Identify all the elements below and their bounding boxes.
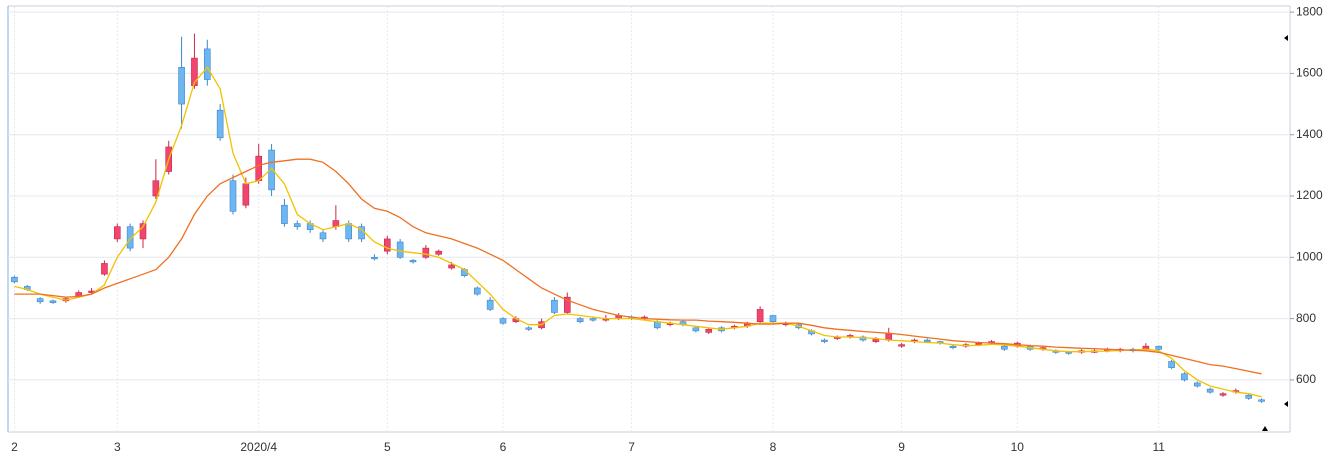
marker xyxy=(1262,426,1268,431)
y-tick-label: 800 xyxy=(1296,311,1316,325)
candle-body xyxy=(139,223,147,240)
candle-body xyxy=(898,344,905,347)
candle-body xyxy=(101,263,108,275)
x-tick-label: 5 xyxy=(384,440,391,454)
candle-body xyxy=(885,333,893,341)
candle-body xyxy=(191,57,198,86)
candle-body xyxy=(11,276,18,283)
marker xyxy=(1284,401,1288,407)
y-tick-label: 1200 xyxy=(1296,188,1323,202)
candle-body xyxy=(576,318,584,322)
candle-body xyxy=(589,318,597,321)
candle-body xyxy=(396,241,404,258)
candle-body xyxy=(435,250,443,255)
candle-body xyxy=(268,149,275,191)
candle-body xyxy=(229,180,237,212)
candle-body xyxy=(525,327,533,330)
candle-body xyxy=(36,298,44,303)
x-tick-label: 2 xyxy=(11,440,18,454)
candle-body xyxy=(319,232,327,240)
y-tick-label: 600 xyxy=(1296,372,1316,386)
candle-body xyxy=(383,238,391,252)
candle-body xyxy=(821,339,828,342)
candle-body xyxy=(1065,352,1073,354)
candle-body xyxy=(486,299,494,310)
candle-body xyxy=(178,66,185,105)
candle-body xyxy=(499,318,507,324)
candle-body xyxy=(949,345,957,349)
y-tick-label: 1000 xyxy=(1296,249,1323,263)
candle-body xyxy=(473,287,481,295)
candle-body xyxy=(1193,382,1201,387)
candle-body xyxy=(422,247,430,258)
candle-body xyxy=(448,264,455,269)
x-tick-label: 6 xyxy=(500,440,507,454)
x-tick-label: 8 xyxy=(770,440,777,454)
candle-body xyxy=(1206,388,1214,393)
candle-body xyxy=(1245,394,1253,399)
candle-body xyxy=(705,329,713,333)
candle-body xyxy=(1155,345,1163,350)
x-tick-label: 7 xyxy=(628,440,635,454)
x-tick-label: 11 xyxy=(1152,440,1165,454)
candle-body xyxy=(1168,361,1175,368)
candle-body xyxy=(1001,345,1008,350)
candle-body xyxy=(975,342,983,345)
candle-body xyxy=(551,299,558,313)
moving-average-line xyxy=(14,66,1262,398)
x-tick-label: 3 xyxy=(114,440,121,454)
candle-body xyxy=(769,315,777,322)
y-tick-label: 1800 xyxy=(1296,4,1323,18)
candle-body xyxy=(113,226,121,240)
x-tick-label: 2020/4 xyxy=(240,440,277,454)
candle-body xyxy=(345,223,353,240)
y-tick-label: 1600 xyxy=(1296,66,1323,80)
candle-body xyxy=(49,300,57,303)
candle-body xyxy=(1181,373,1188,381)
candle-body xyxy=(1258,399,1265,402)
candle-body xyxy=(126,226,134,249)
candle-body xyxy=(756,309,764,322)
marker xyxy=(1284,35,1288,41)
candle-body xyxy=(409,260,417,263)
x-tick-label: 9 xyxy=(898,440,905,454)
candle-body xyxy=(371,257,378,260)
candle-body xyxy=(563,296,571,313)
candle-body xyxy=(281,204,288,224)
candle-body xyxy=(242,183,250,206)
candle-body xyxy=(203,48,211,80)
y-tick-label: 1400 xyxy=(1296,127,1323,141)
candle-body xyxy=(152,180,160,197)
candle-body xyxy=(692,327,700,332)
moving-average-line xyxy=(14,158,1262,375)
candle-body xyxy=(293,223,301,227)
candle-body xyxy=(216,109,224,139)
candle-body xyxy=(255,155,263,181)
candle-body xyxy=(923,339,931,342)
x-tick-label: 10 xyxy=(1011,440,1025,454)
candle-body xyxy=(1219,393,1227,396)
